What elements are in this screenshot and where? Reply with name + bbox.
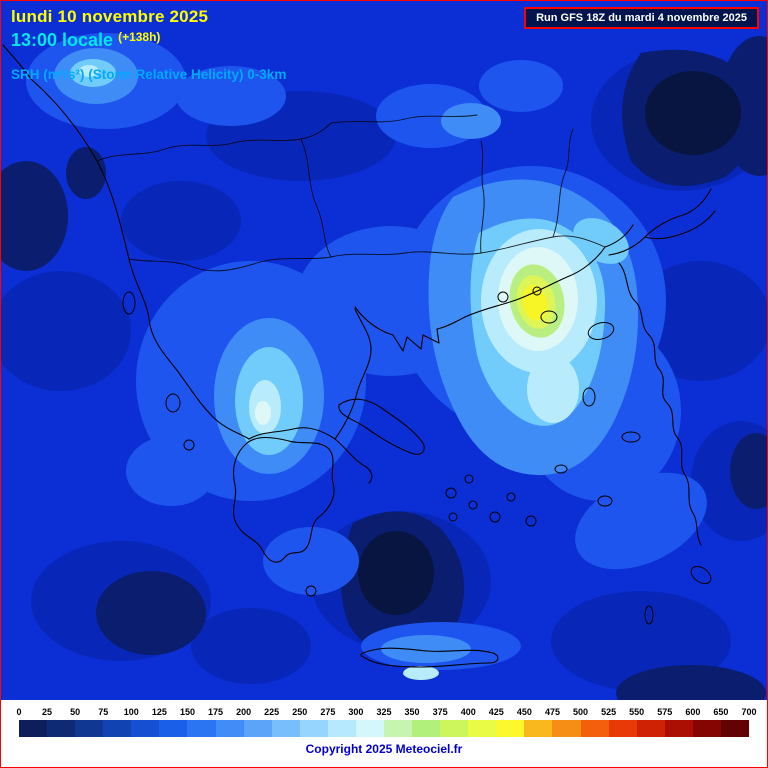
colorbar-box: [552, 720, 581, 737]
colorbar-box: [608, 720, 637, 737]
colorbar-box: [496, 720, 525, 737]
colorbar-box: [720, 720, 750, 737]
map-header: lundi 10 novembre 2025 13:00 locale (+138…: [11, 7, 286, 82]
colorbar-box: [299, 720, 328, 737]
srh-map: [1, 1, 767, 700]
colorbar-tick-label: 300: [348, 707, 364, 717]
map-area: lundi 10 novembre 2025 13:00 locale (+138…: [1, 1, 767, 700]
colorbar-box: [580, 720, 609, 737]
colorbar-tick-label: 175: [208, 707, 224, 717]
colorbar-box: [327, 720, 356, 737]
colorbar-tick-label: 575: [657, 707, 673, 717]
coastlines: [2, 44, 716, 668]
colorbar-box: [440, 720, 469, 737]
colorbar-tick-label: 550: [629, 707, 645, 717]
colorbar-tick-label: 125: [151, 707, 167, 717]
copyright-label: Copyright 2025 Meteociel.fr: [305, 742, 463, 756]
colorbar-box: [664, 720, 693, 737]
colorbar-tick-label: 75: [98, 707, 109, 717]
srh-field-yellow-core: [522, 285, 548, 321]
colorbar: [19, 720, 750, 737]
colorbar-box: [103, 720, 132, 737]
legend-area: 0 25 50 75 100 125 150 175 200 225 250 275 300 325 350…: [1, 700, 767, 767]
colorbar-tick-label: 225: [264, 707, 280, 717]
run-info-box: Run GFS 18Z du mardi 4 novembre 2025: [524, 7, 759, 29]
colorbar-box: [636, 720, 665, 737]
colorbar-tick-label: 700: [741, 707, 757, 717]
colorbar-tick-label: 350: [404, 707, 420, 717]
forecast-offset-label: (+138h): [118, 30, 161, 44]
colorbar-box: [75, 720, 104, 737]
time-label: 13:00 locale (+138h): [11, 30, 286, 51]
colorbar-tick-label: 525: [601, 707, 617, 717]
colorbar-tick-label: 325: [376, 707, 392, 717]
colorbar-tick-label: 600: [685, 707, 701, 717]
colorbar-box: [243, 720, 272, 737]
colorbar-tick-label: 250: [292, 707, 308, 717]
colorbar-tick-label: 0: [16, 707, 22, 717]
colorbar-tick-label: 500: [573, 707, 589, 717]
srh-field-deepest-navy: [358, 71, 741, 615]
local-time-label: 13:00 locale: [11, 30, 114, 50]
colorbar-box: [384, 720, 413, 737]
islands: [122, 286, 712, 625]
country-borders: [96, 114, 606, 272]
colorbar-tick-label: 650: [713, 707, 729, 717]
colorbar-box: [187, 720, 216, 737]
colorbar-tick-label: 50: [70, 707, 81, 717]
colorbar-box: [131, 720, 160, 737]
colorbar-tick-label: 100: [123, 707, 139, 717]
colorbar-box: [468, 720, 497, 737]
colorbar-tick-label: 475: [544, 707, 560, 717]
parameter-label: SRH (m²/s²) (Storm Relative Helicity) 0-…: [11, 67, 287, 82]
colorbar-tick-label: 375: [432, 707, 448, 717]
colorbar-box: [19, 720, 48, 737]
colorbar-ticks: 0 25 50 75 100 125 150 175 200 225 250 275 300 325 350…: [16, 707, 756, 719]
colorbar-tick-label: 450: [516, 707, 532, 717]
colorbar-tick-label: 400: [460, 707, 476, 717]
colorbar-tick-label: 200: [236, 707, 252, 717]
colorbar-box: [47, 720, 76, 737]
colorbar-tick-label: 25: [42, 707, 53, 717]
colorbar-box: [159, 720, 188, 737]
colorbar-box: [271, 720, 300, 737]
colorbar-tick-label: 150: [179, 707, 195, 717]
colorbar-box: [355, 720, 385, 737]
colorbar-tick-label: 425: [488, 707, 504, 717]
date-label: lundi 10 novembre 2025: [11, 7, 209, 26]
colorbar-box: [412, 720, 441, 737]
colorbar-tick-label: 275: [320, 707, 336, 717]
colorbar-box: [692, 720, 721, 737]
colorbar-box: [215, 720, 244, 737]
colorbar-box: [524, 720, 553, 737]
